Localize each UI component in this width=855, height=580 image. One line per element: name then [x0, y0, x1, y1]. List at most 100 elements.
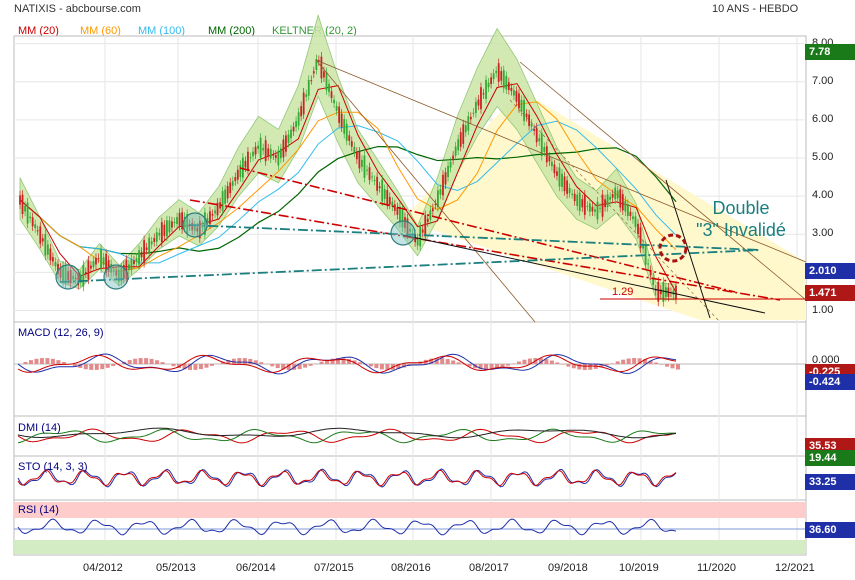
candle-body: [41, 238, 44, 242]
macd-histogram-bar: [451, 360, 456, 364]
candle-body: [535, 127, 538, 143]
annotation-double-invalide: Double "3" Invalidé: [676, 197, 806, 241]
candle-body: [475, 101, 477, 113]
candle-body: [254, 146, 257, 155]
candle-body: [601, 194, 604, 217]
candle-body: [206, 217, 209, 224]
candle-body: [381, 179, 384, 202]
candle-body: [279, 148, 282, 159]
macd-histogram-bar: [83, 364, 88, 370]
candle-body: [203, 212, 206, 235]
candle-body: [396, 207, 399, 215]
candle-body: [305, 94, 308, 97]
candle-body: [424, 215, 427, 237]
candle-body: [490, 77, 493, 84]
pattern-circle: [103, 264, 129, 290]
macd-histogram-bar: [325, 359, 330, 364]
pattern-circle: [182, 212, 208, 238]
candle-body: [312, 71, 315, 74]
candle-body: [90, 265, 92, 269]
macd-histogram-bar: [248, 358, 253, 364]
candle-body: [340, 113, 343, 128]
macd-histogram-bar: [549, 360, 554, 364]
candle-body: [520, 99, 523, 112]
candle-body: [502, 70, 505, 89]
candle-body: [234, 177, 237, 182]
candle-body: [530, 123, 533, 127]
candle-body: [125, 259, 128, 280]
macd-histogram-bar: [654, 362, 659, 364]
candle-body: [176, 217, 178, 224]
candle-body: [128, 264, 130, 270]
candle-body: [477, 99, 480, 106]
candle-body: [330, 91, 333, 99]
candle-body: [59, 267, 62, 278]
candle-body: [533, 129, 536, 131]
candle-body: [297, 112, 300, 126]
macd-histogram-bar: [347, 358, 351, 364]
macd-histogram-bar: [577, 364, 582, 370]
candle-body: [637, 223, 639, 235]
candle-body: [487, 82, 490, 88]
macd-histogram-bar: [138, 358, 143, 364]
macd-histogram-bar: [582, 364, 587, 370]
candle-body: [29, 216, 32, 219]
resistance-line-red-2: [189, 199, 781, 301]
candle-body: [112, 269, 115, 272]
candle-body: [62, 265, 64, 282]
legend-item: MM (100): [138, 25, 186, 37]
macd-histogram-bar: [396, 364, 401, 369]
candle-body: [371, 176, 373, 178]
candle-body: [64, 265, 67, 284]
candle-body: [160, 222, 163, 243]
candle-body: [224, 189, 227, 204]
candle-body: [145, 247, 148, 250]
macd-histogram-bar: [297, 364, 302, 370]
candle-body: [120, 267, 123, 282]
macd-histogram-bar: [127, 360, 132, 364]
candle-body: [363, 155, 366, 178]
candle-body: [221, 191, 224, 211]
macd-histogram-bar: [204, 364, 209, 368]
macd-histogram-bar: [538, 358, 543, 364]
trend-line-black-2: [665, 179, 711, 319]
macd-histogram-bar: [527, 358, 532, 364]
macd-histogram-bar: [111, 364, 116, 366]
candle-body: [662, 281, 665, 303]
macd-histogram-bar: [632, 358, 637, 364]
macd-histogram-bar: [198, 364, 203, 370]
candle-body: [67, 271, 70, 281]
candle-body: [556, 171, 558, 176]
candle-body: [459, 132, 462, 147]
candle-body: [287, 134, 290, 144]
candle-body: [338, 106, 341, 123]
candle-body: [449, 161, 452, 168]
x-tick-label: 08/2017: [469, 562, 509, 574]
candle-body: [452, 155, 455, 161]
macd-histogram-bar: [187, 364, 192, 370]
macd-histogram-bar: [72, 364, 77, 367]
macd-histogram-bar: [379, 364, 384, 370]
candle-body: [307, 79, 310, 96]
x-tick-label: 04/2012: [83, 562, 123, 574]
macd-histogram-bar: [456, 362, 461, 364]
candle-body: [457, 139, 460, 151]
y-tick-label: 3.00: [812, 227, 834, 240]
macd-histogram-bar: [50, 358, 55, 364]
support-label: 1.29: [612, 286, 634, 298]
candle-body: [510, 87, 513, 92]
candle-body: [548, 156, 551, 162]
candle-body: [361, 159, 363, 167]
candle-body: [244, 160, 247, 168]
y-tick-label: 7.00: [812, 74, 834, 87]
candle-body: [300, 106, 303, 117]
candle-body: [573, 193, 576, 202]
candle-body: [368, 167, 371, 180]
dmi-panel-frame: [13, 415, 807, 457]
candle-body: [355, 151, 358, 160]
candle-body: [24, 205, 26, 212]
candle-body: [211, 214, 214, 216]
sto-d-line: [17, 469, 677, 487]
macd-histogram-bar: [45, 358, 50, 364]
